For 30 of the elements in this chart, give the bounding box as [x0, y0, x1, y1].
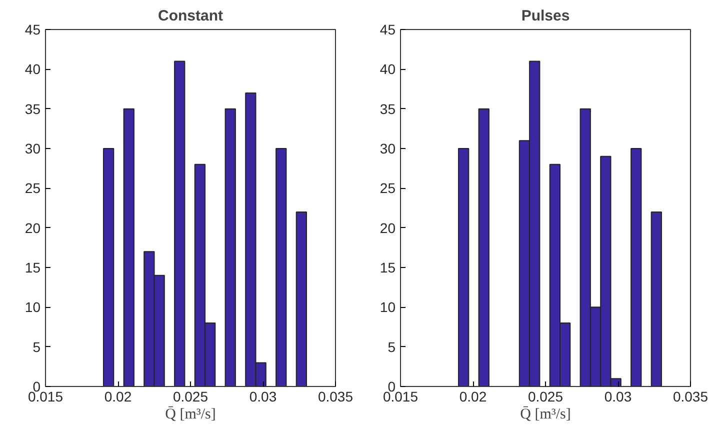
x-tick-label: 0.025	[528, 388, 564, 404]
chart-title: Constant	[158, 8, 223, 24]
y-tick-label: 40	[380, 61, 396, 78]
chart-title: Pulses	[521, 8, 570, 24]
y-tick-label: 25	[380, 180, 396, 196]
y-tick-label: 5	[32, 338, 41, 355]
x-tick-label: 0.035	[318, 388, 354, 404]
y-tick-label: 45	[380, 22, 396, 38]
y-tick-label: 40	[24, 61, 41, 78]
y-tick-label: 15	[24, 260, 41, 276]
y-tick-label: 30	[24, 140, 41, 156]
y-tick-label: 30	[380, 140, 396, 156]
y-tick-label: 15	[380, 260, 396, 276]
x-tick-label: 0.02	[459, 388, 487, 404]
x-axis-title: Q̄ [m³/s]	[165, 406, 216, 422]
y-tick-label: 10	[24, 299, 41, 316]
y-tick-label: 35	[24, 100, 41, 117]
x-axis-title: Q̄ [m³/s]	[520, 406, 571, 422]
y-tick-label: 5	[388, 338, 396, 355]
y-tick-label: 25	[24, 180, 41, 196]
x-tick-label: 0.02	[104, 388, 132, 404]
y-tick-label: 20	[24, 220, 41, 236]
y-tick-label: 20	[380, 220, 396, 236]
x-tick-label: 0.025	[172, 388, 208, 404]
y-tick-label: 35	[380, 100, 396, 117]
y-tick-label: 45	[24, 22, 41, 38]
x-tick-label: 0.035	[672, 388, 708, 404]
y-tick-label: 10	[380, 299, 396, 316]
x-tick-label: 0.03	[604, 388, 632, 404]
x-tick-label: 0.03	[249, 388, 277, 404]
